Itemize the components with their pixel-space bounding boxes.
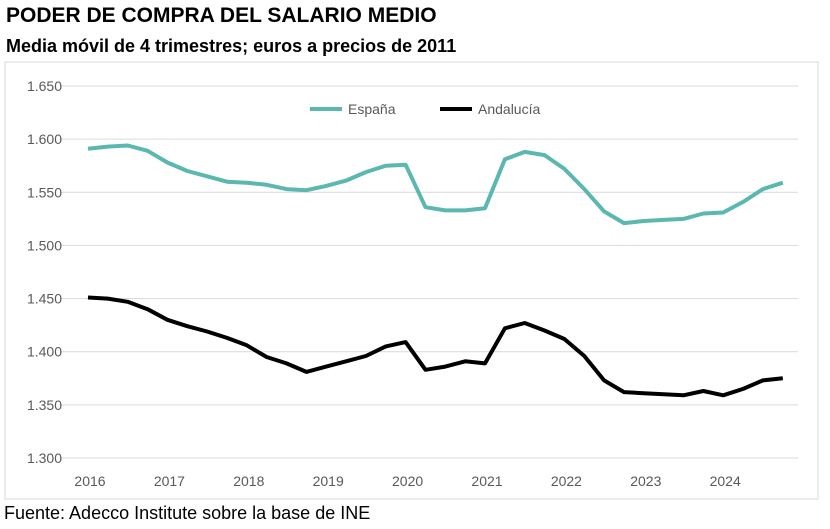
x-tick-label: 2022 <box>551 473 582 489</box>
x-tick-label: 2018 <box>233 473 264 489</box>
y-tick-label: 1.500 <box>27 237 62 253</box>
legend-label: Andalucía <box>478 101 540 117</box>
chart-frame <box>4 61 819 500</box>
x-tick-label: 2021 <box>471 473 502 489</box>
y-tick-label: 1.400 <box>27 344 62 360</box>
x-tick-label: 2023 <box>630 473 661 489</box>
y-tick-label: 1.600 <box>27 131 62 147</box>
x-tick-label: 2020 <box>392 473 423 489</box>
chart-title: PODER DE COMPRA DEL SALARIO MEDIO <box>6 4 437 27</box>
x-tick-label: 2016 <box>74 473 105 489</box>
legend-label: España <box>348 101 396 117</box>
y-tick-label: 1.300 <box>27 450 62 466</box>
y-tick-label: 1.450 <box>27 291 62 307</box>
source-note: Fuente: Adecco Institute sobre la base d… <box>4 503 371 523</box>
y-tick-label: 1.550 <box>27 184 62 200</box>
series-line-espana <box>87 143 784 226</box>
x-tick-label: 2017 <box>154 473 185 489</box>
y-tick-label: 1.350 <box>27 397 62 413</box>
y-tick-label: 1.650 <box>27 78 62 94</box>
series-line-andalucia <box>87 295 784 398</box>
x-tick-label: 2024 <box>710 473 741 489</box>
x-tick-label: 2019 <box>313 473 344 489</box>
chart-subtitle: Media móvil de 4 trimestres; euros a pre… <box>6 36 457 56</box>
